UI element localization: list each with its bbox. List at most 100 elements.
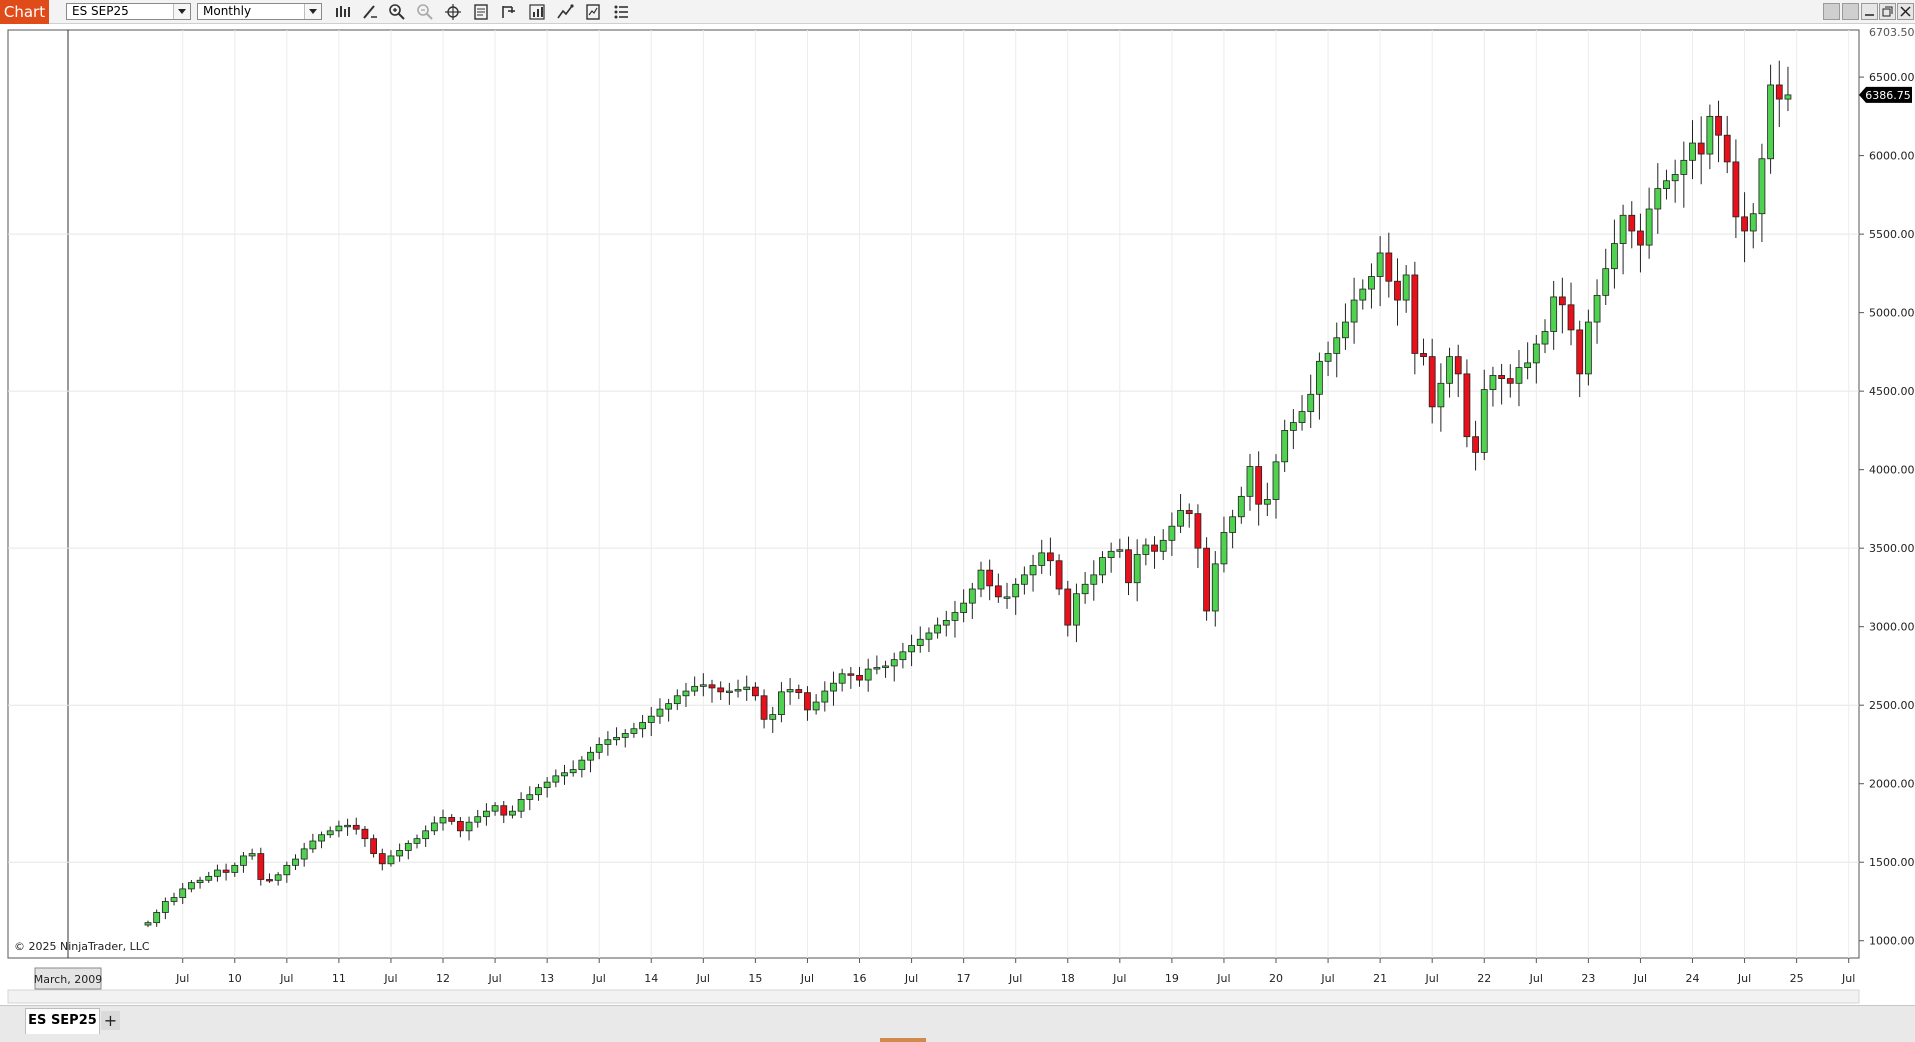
x-tick-label: 25 — [1790, 972, 1804, 985]
candle-body — [1758, 158, 1766, 215]
strategies-icon[interactable] — [556, 3, 574, 21]
chart-trader-icon[interactable] — [500, 3, 518, 21]
candle-body — [795, 689, 803, 694]
candle-body — [734, 689, 742, 692]
candle-body — [483, 810, 490, 818]
candle-body — [318, 834, 325, 842]
properties-icon[interactable] — [612, 3, 630, 21]
link-icon[interactable] — [1842, 3, 1859, 20]
candle-body — [1142, 544, 1150, 555]
candle-body — [925, 632, 933, 640]
zoom-in-icon[interactable] — [388, 3, 406, 21]
candle-body — [1125, 549, 1132, 584]
x-tick-label: Jul — [592, 972, 606, 985]
x-tick-label: 14 — [644, 972, 658, 985]
candle-body — [1281, 430, 1289, 463]
minimize-icon[interactable] — [1861, 3, 1878, 20]
x-tick-label: Jul — [175, 972, 189, 985]
add-tab-button[interactable]: + — [101, 1011, 120, 1030]
copyright-text: © 2025 NinjaTrader, LLC — [14, 940, 150, 953]
candle-body — [934, 624, 942, 634]
horizontal-scrollbar[interactable] — [7, 989, 1860, 1004]
candle-body — [986, 569, 994, 587]
candle-body — [1055, 560, 1063, 590]
candle-body — [1749, 213, 1757, 232]
candle-body — [595, 744, 603, 753]
x-tick-label: Jul — [904, 972, 918, 985]
candle-body — [300, 848, 308, 860]
indicators-icon[interactable] — [528, 3, 546, 21]
candle-body — [1177, 510, 1184, 527]
candle-body — [474, 816, 482, 823]
x-tick-label: Jul — [1216, 972, 1230, 985]
candle-body — [144, 922, 152, 926]
tab-es-sep25[interactable]: ES SEP25 — [25, 1008, 100, 1034]
candle-body — [743, 686, 751, 690]
x-tick-label: Jul — [1112, 972, 1126, 985]
candle-body — [1116, 549, 1124, 552]
y-tick-label: 6500.00 — [1869, 71, 1915, 84]
candle-body — [1211, 563, 1219, 612]
candle-body — [1437, 382, 1445, 408]
price-axis: 1000.00 1500.00 2000.00 2500.00 3000.00 3500.… — [1859, 26, 1915, 948]
price-chart[interactable]: 1000.00 1500.00 2000.00 2500.00 3000.00 3500.… — [0, 24, 1915, 1005]
candle-body — [1220, 532, 1228, 565]
candle-body — [1342, 321, 1349, 339]
candle-body — [361, 828, 369, 840]
candle-body — [1515, 367, 1523, 384]
x-tick-label: 23 — [1581, 972, 1595, 985]
candle-body — [552, 775, 560, 783]
start-date-badge — [34, 967, 102, 990]
candle-body — [1411, 274, 1419, 354]
candle-body — [1697, 142, 1705, 155]
candle-body — [1715, 115, 1722, 136]
taskbar-indicator — [880, 1038, 926, 1042]
restore-icon[interactable] — [1879, 3, 1896, 20]
candle-body — [387, 855, 395, 865]
candle-body — [864, 668, 872, 681]
x-tick-label: Jul — [696, 972, 710, 985]
candle-body — [960, 602, 968, 613]
data-box-icon[interactable] — [472, 3, 490, 21]
chevron-down-icon[interactable] — [304, 4, 321, 19]
candle-body — [769, 714, 777, 720]
candle-body — [1194, 513, 1202, 549]
candlestick-series — [144, 60, 1792, 928]
y-tick-label: 5500.00 — [1869, 228, 1915, 241]
instrument-tab-bar: ES SEP25 + — [0, 1005, 1915, 1042]
candle-body — [1732, 161, 1740, 218]
candle-body — [179, 888, 187, 898]
x-tick-label: 15 — [748, 972, 762, 985]
y-tick-label: 1000.00 — [1869, 935, 1915, 948]
candle-body — [248, 853, 256, 857]
candle-body — [1784, 94, 1792, 100]
candle-body — [1480, 389, 1488, 453]
candle-body — [326, 830, 334, 836]
templates-icon[interactable] — [584, 3, 602, 21]
candle-body — [977, 569, 985, 590]
period-selector[interactable]: Monthly — [197, 3, 322, 20]
candle-body — [456, 820, 464, 832]
chart-toolbar: Chart ES SEP25 Monthly — [0, 0, 1915, 24]
x-tick-label: 18 — [1061, 972, 1075, 985]
tile-icon[interactable] — [1823, 3, 1840, 20]
candle-body — [448, 817, 456, 822]
draw-pen-icon[interactable] — [361, 3, 379, 21]
zoom-out-icon[interactable] — [416, 3, 434, 21]
chart-window-label[interactable]: Chart — [0, 0, 49, 24]
candle-body — [1498, 375, 1506, 379]
time-axis: Jul 10 Jul 11 Jul 12 Jul 13 Jul 14 Jul 15 Jul 16 Jul 17… — [175, 958, 1855, 985]
x-tick-label: Jul — [1529, 972, 1543, 985]
bar-type-icon[interactable] — [333, 3, 351, 21]
candle-body — [830, 682, 837, 692]
chevron-down-icon[interactable] — [173, 4, 190, 19]
crosshair-icon[interactable] — [444, 3, 462, 21]
candle-body — [1775, 84, 1783, 100]
y-tick-label: 5000.00 — [1869, 307, 1915, 320]
candle-body — [413, 838, 421, 844]
instrument-selector[interactable]: ES SEP25 — [66, 3, 191, 20]
candle-body — [1237, 495, 1245, 518]
x-tick-label: Jul — [383, 972, 397, 985]
chart-background — [0, 24, 1915, 1005]
close-icon[interactable] — [1897, 3, 1914, 20]
